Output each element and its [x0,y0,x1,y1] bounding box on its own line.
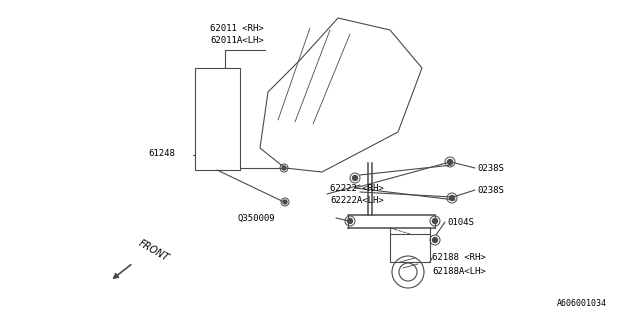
Bar [195,68,240,170]
Circle shape [449,196,454,201]
Circle shape [282,166,286,170]
Text: 62222 <RH>: 62222 <RH> [330,183,384,193]
Text: Q350009: Q350009 [238,213,276,222]
Circle shape [348,219,353,223]
Text: 61248: 61248 [148,148,175,157]
Text: 62222A<LH>: 62222A<LH> [330,196,384,204]
Circle shape [353,175,358,180]
Text: 0104S: 0104S [447,218,474,227]
Text: 62011A<LH>: 62011A<LH> [210,36,264,44]
Text: 62011 <RH>: 62011 <RH> [210,23,264,33]
Circle shape [283,200,287,204]
Circle shape [433,219,438,223]
Text: A606001034: A606001034 [557,299,607,308]
Text: 62188A<LH>: 62188A<LH> [432,268,486,276]
Circle shape [433,237,438,243]
Text: 0238S: 0238S [477,186,504,195]
Bar [390,234,430,262]
Text: 0238S: 0238S [477,164,504,172]
Text: FRONT: FRONT [137,238,171,264]
Circle shape [447,159,452,164]
Text: 62188 <RH>: 62188 <RH> [432,253,486,262]
